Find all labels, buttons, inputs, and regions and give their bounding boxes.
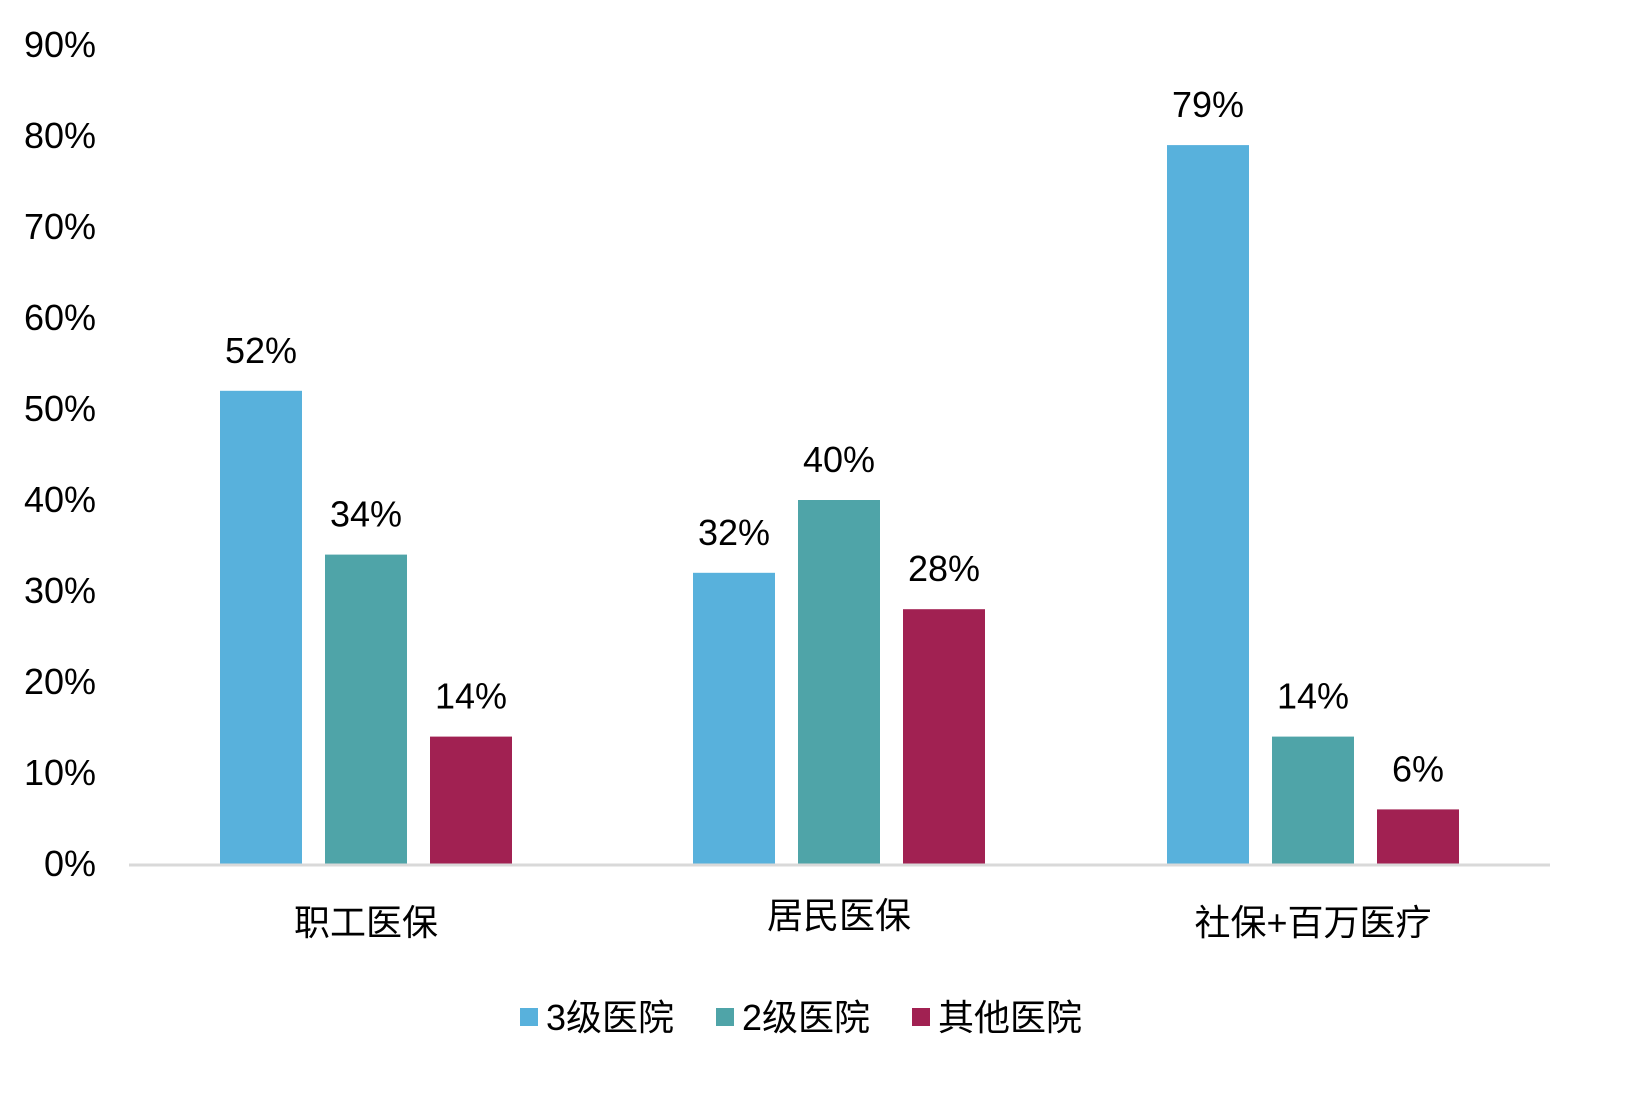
legend-swatch: [520, 1008, 538, 1026]
legend-label: 3级医院: [546, 997, 674, 1038]
y-tick-label: 80%: [24, 115, 96, 156]
data-label: 79%: [1172, 84, 1244, 125]
bar-series-0-cat-1: [693, 572, 775, 864]
x-category-label: 社保+百万医疗: [1194, 902, 1431, 943]
data-label: 32%: [698, 512, 770, 553]
bar-series-2-cat-0: [430, 736, 512, 864]
bar-series-1-cat-2: [1272, 736, 1354, 864]
bar-series-0-cat-2: [1167, 145, 1249, 865]
y-tick-label: 0%: [44, 843, 96, 884]
y-tick-label: 70%: [24, 206, 96, 247]
y-tick-label: 60%: [24, 297, 96, 338]
bar-series-2-cat-2: [1377, 809, 1459, 864]
plot-area: 52% 34% 14% 32% 40% 28% 79% 14% 6%: [220, 84, 1459, 865]
data-label: 14%: [1277, 676, 1349, 717]
bar-series-1-cat-1: [798, 500, 880, 864]
y-tick-label: 40%: [24, 479, 96, 520]
bar-series-0-cat-0: [220, 390, 302, 864]
legend: 3级医院 2级医院 其他医院: [520, 997, 1082, 1038]
y-axis-tick-labels: 0% 10% 20% 30% 40% 50% 60% 70% 80% 90%: [24, 24, 96, 884]
data-label: 28%: [908, 548, 980, 589]
bar-series-2-cat-1: [903, 609, 985, 864]
x-category-label: 职工医保: [294, 902, 438, 943]
y-tick-label: 90%: [24, 24, 96, 65]
x-category-label: 居民医保: [767, 895, 911, 936]
legend-label: 其他医院: [938, 997, 1082, 1038]
data-label: 52%: [225, 330, 297, 371]
legend-swatch: [912, 1008, 930, 1026]
y-tick-label: 20%: [24, 661, 96, 702]
data-label: 6%: [1392, 748, 1444, 789]
x-axis-category-labels: 职工医保 居民医保 社保+百万医疗: [294, 895, 1432, 943]
bar-series-1-cat-0: [325, 554, 407, 864]
y-tick-label: 10%: [24, 752, 96, 793]
data-label: 40%: [803, 439, 875, 480]
legend-swatch: [716, 1008, 734, 1026]
legend-label: 2级医院: [742, 997, 870, 1038]
y-tick-label: 50%: [24, 388, 96, 429]
y-tick-label: 30%: [24, 570, 96, 611]
data-label: 34%: [330, 494, 402, 535]
data-label: 14%: [435, 676, 507, 717]
